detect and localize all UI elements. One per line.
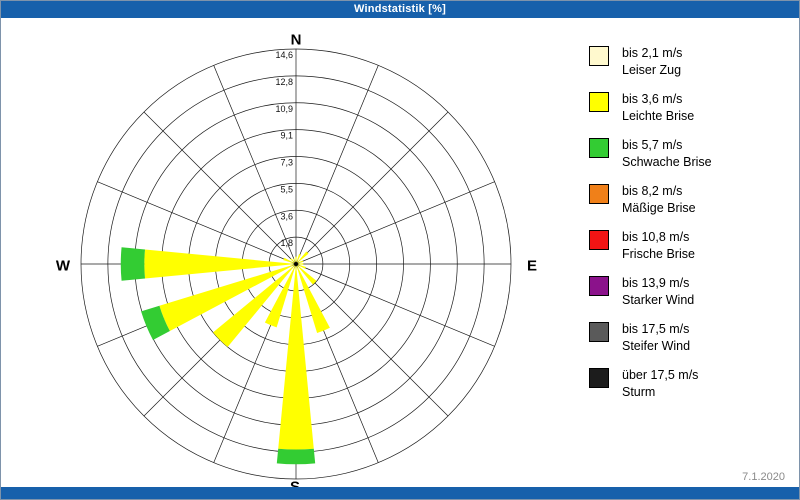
compass-label-west: W (55, 257, 71, 275)
wind-rose-petal-segment (290, 258, 296, 264)
legend-label: bis 13,9 m/s Starker Wind (622, 276, 695, 307)
rose-petals (120, 247, 330, 465)
legend-label: bis 17,5 m/s Steifer Wind (622, 322, 691, 353)
legend-label: bis 3,6 m/s Leichte Brise (622, 92, 695, 123)
wind-rose-petal-segment (276, 448, 316, 465)
ring-label: 9,1 (280, 131, 293, 141)
wind-rose-petal-segment (283, 257, 296, 264)
legend-swatch (589, 276, 609, 296)
rose-ring-labels: 1,8 3,6 5,5 7,3 9,1 10,9 12,8 14,6 (275, 50, 293, 248)
ring-label: 1,8 (280, 238, 293, 248)
ring-label: 7,3 (280, 158, 293, 168)
legend-swatch (589, 368, 609, 388)
legend-item: bis 3,6 m/s Leichte Brise (589, 91, 794, 125)
legend-swatch (589, 46, 609, 66)
legend-item: bis 2,1 m/s Leiser Zug (589, 45, 794, 79)
wind-rose-petal-segment (159, 264, 296, 332)
ring-label: 10,9 (275, 104, 293, 114)
legend-item: bis 17,5 m/s Steifer Wind (589, 321, 794, 355)
wind-rose-petal-segment (296, 263, 304, 265)
wind-rose-petal-segment (120, 247, 146, 281)
rose-center-point (294, 262, 298, 266)
legend-swatch (589, 138, 609, 158)
legend-label: bis 10,8 m/s Frische Brise (622, 230, 695, 261)
wind-rose-petal-segment (141, 305, 170, 341)
footer-bar (1, 487, 799, 499)
legend-swatch (589, 322, 609, 342)
legend-item: bis 10,8 m/s Frische Brise (589, 229, 794, 263)
date-label: 7.1.2020 (742, 471, 785, 483)
legend-swatch (589, 92, 609, 112)
legend-label: bis 5,7 m/s Schwache Brise (622, 138, 712, 169)
ring-label: 12,8 (275, 77, 293, 87)
wind-rose-petal-segment (295, 256, 297, 264)
legend-item: bis 5,7 m/s Schwache Brise (589, 137, 794, 171)
wind-rose-petal-segment (296, 251, 309, 264)
legend-label: über 17,5 m/s Sturm (622, 368, 699, 399)
legend-label: bis 2,1 m/s Leiser Zug (622, 46, 683, 77)
ring-label: 14,6 (275, 50, 293, 60)
wind-rose-petal-segment (144, 249, 296, 279)
window-title: Windstatistik [%] (354, 3, 446, 15)
ring-label: 5,5 (280, 184, 293, 194)
legend-label: bis 8,2 m/s Mäßige Brise (622, 184, 696, 215)
wind-rose-petal-segment (296, 254, 301, 264)
legend-swatch (589, 184, 609, 204)
wind-rose-petal-segment (264, 264, 296, 328)
compass-label-east: E (526, 257, 538, 275)
wind-rose-petal-segment (296, 264, 330, 334)
wind-rose-petal-segment (296, 264, 317, 285)
ring-label: 3,6 (280, 211, 293, 221)
legend-item: bis 8,2 m/s Mäßige Brise (589, 183, 794, 217)
compass-label-north: N (290, 31, 302, 49)
legend-swatch (589, 230, 609, 250)
title-bar: Windstatistik [%] (1, 1, 799, 18)
wind-rose-petal-segment (296, 264, 306, 269)
wind-rose-petal-segment (278, 264, 314, 450)
legend-item: bis 13,9 m/s Starker Wind (589, 275, 794, 309)
wind-rose-petal-segment (213, 264, 296, 347)
legend: bis 2,1 m/s Leiser Zug bis 3,6 m/s Leichte … (589, 45, 794, 413)
legend-item: über 17,5 m/s Sturm (589, 367, 794, 401)
